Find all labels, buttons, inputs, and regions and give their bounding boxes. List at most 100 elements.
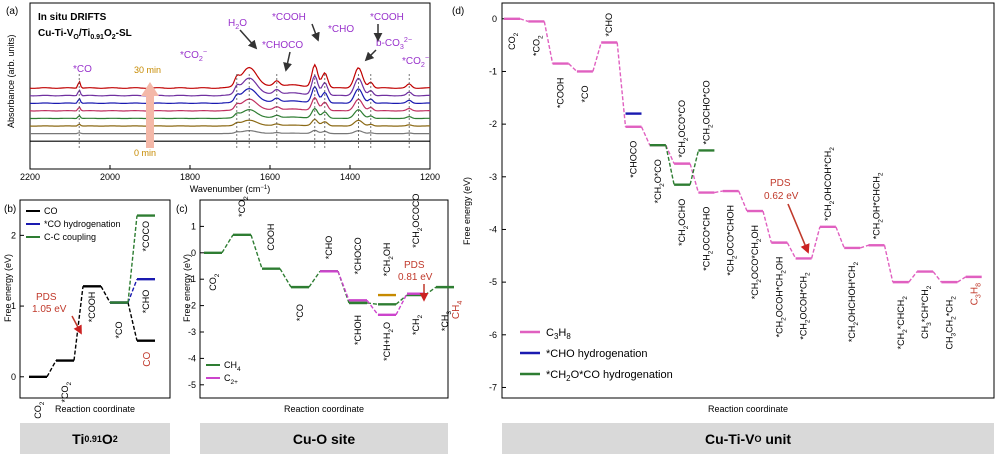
time-arrow-shaft: [146, 94, 154, 148]
b-state-label: *CO: [114, 322, 124, 339]
panel-a-xlabel: Wavenumber (cm−1): [190, 184, 271, 194]
a-xtick-label: 1400: [340, 172, 360, 182]
c-state-label: *CHOCO: [353, 237, 363, 274]
time-label-0: 0 min: [134, 148, 156, 158]
energy-connector: [221, 234, 234, 254]
a-xtick-label: 2200: [20, 172, 40, 182]
energy-connector: [689, 150, 700, 185]
panel-d-xlabel: Reaction coordinate: [708, 404, 788, 414]
energy-connector: [786, 242, 797, 259]
energy-connector: [592, 42, 602, 72]
a-arrow-choco: [283, 51, 292, 72]
d-state-label: *CH2O*CO: [653, 159, 666, 203]
energy-connector: [127, 278, 138, 303]
a-peak-label: *COOH: [272, 12, 306, 23]
d-legend-label: C3H8​: [546, 327, 571, 341]
a-spectrum-line: [29, 74, 431, 97]
energy-connector: [932, 271, 942, 283]
a-xtick-label: 1200: [420, 172, 440, 182]
panel-a-xticks: 2200 2000 1800 1600 1400 1200: [20, 165, 440, 182]
c-state-label: *CH2OCOCO: [411, 194, 424, 248]
c-pds-label: PDS: [404, 260, 425, 271]
figure: (a) In situ DRIFTS Cu-Ti-VO/Ti0.91O2-SL …: [3, 2, 995, 419]
c-ytick-label: 1: [191, 221, 196, 231]
d-state-label: *CH2*CHCH2​: [896, 296, 909, 350]
a-peak-label: *CO2−​: [402, 53, 429, 69]
c-ytick-label: 0: [191, 248, 196, 258]
energy-connector: [835, 226, 845, 249]
a-spectrum-line: [29, 63, 430, 89]
panel-c-ylabel: Free energy (eV): [182, 254, 192, 322]
a-peak-label: *CO: [73, 64, 92, 75]
panel-c-plot: 1 0 -1 -2 -3 -4 -5 CO2​ *CO2​ COOH *CO *CHO *CHOCO *C…: [188, 194, 464, 390]
energy-connector: [395, 294, 408, 305]
c-state-label: *CHO: [324, 236, 334, 260]
energy-connector: [250, 234, 263, 269]
a-peak-label: *CHOCO: [262, 40, 303, 51]
energy-connector: [395, 293, 408, 316]
d-state-label: *CH2OCO*CH2OH: [750, 225, 763, 299]
energy-connector: [714, 190, 723, 194]
c-state-label: *CH+H2O: [382, 322, 395, 361]
d-state-label: *CHOCO: [629, 141, 639, 178]
energy-connector: [308, 270, 321, 288]
d-legend-label: *CHO hydrogenation: [546, 348, 648, 360]
d-state-label: *CH2OHCOH*CH2​: [823, 147, 836, 221]
panel-c-letter: (c): [176, 204, 188, 215]
b-state-label: *CHO: [141, 290, 151, 314]
c-ytick-label: -2: [188, 301, 196, 311]
d-state-label: CO2​: [507, 32, 520, 50]
b-product-co: CO: [142, 351, 153, 366]
panel-b-letter: (b): [4, 204, 16, 215]
d-ytick-label: -2: [489, 119, 497, 129]
energy-connector: [689, 163, 700, 193]
b-legend-label: C-C coupling: [44, 232, 96, 242]
a-peak-label: *COOH: [370, 12, 404, 23]
a-peak-label: b-CO32−​: [376, 35, 412, 51]
b-state-label: *COOH: [87, 292, 97, 323]
energy-connector: [519, 18, 529, 23]
panel-c-frame: [199, 199, 449, 399]
energy-connector: [859, 244, 869, 249]
a-spectrum-line: [30, 107, 430, 120]
c-state-label: COOH: [266, 224, 276, 251]
panel-a-spectra: [29, 63, 431, 142]
d-state-label: *CH2OH*CHCH2​: [872, 172, 885, 239]
energy-connector: [337, 271, 350, 301]
panel-c-xlabel: Reaction coordinate: [284, 404, 364, 414]
b-pds-value: 1.05 eV: [32, 304, 67, 315]
energy-connector: [366, 299, 379, 316]
d-ytick-label: -5: [489, 277, 497, 287]
energy-connector: [883, 245, 894, 283]
c-product-ch4: CH4​: [451, 301, 464, 319]
a-peak-label: *CHO: [328, 24, 354, 35]
d-product-c3h8: C3H8​: [970, 283, 983, 305]
a-spectrum-line: [29, 118, 430, 127]
c-legend-label: C2+​: [224, 373, 238, 386]
energy-connector: [568, 63, 578, 72]
d-state-label: *CH2OCOH*CH2​: [799, 272, 812, 340]
d-ytick-label: -6: [489, 330, 497, 340]
c-ytick-label: -1: [188, 274, 196, 284]
energy-connector: [127, 215, 138, 303]
a-arrow-co3: [364, 49, 377, 62]
b-legend-label: CO: [44, 206, 58, 216]
panel-a-ylabel: Absorbance (arb. units): [6, 34, 16, 128]
panel-d-frame: [501, 2, 995, 399]
a-spectrum-line: [30, 96, 430, 112]
energy-connector: [738, 190, 748, 212]
panel-c-legend: CH4​C2+​: [206, 360, 241, 386]
b-state-label: *COCO: [141, 221, 151, 252]
c-pds-value: 0.81 eV: [398, 272, 433, 283]
energy-connector: [279, 268, 292, 288]
panel-a-title-2: Cu-Ti-VO/Ti0.91O2-SL: [38, 28, 132, 41]
d-state-label: *CO2​: [531, 35, 544, 56]
a-xtick-label: 1800: [180, 172, 200, 182]
d-state-label: *CH2OCO*CHO: [701, 207, 714, 271]
a-xtick-label: 1600: [260, 172, 280, 182]
energy-connector: [640, 126, 651, 146]
energy-connector: [100, 285, 111, 303]
b-ytick-label: 2: [11, 230, 16, 240]
c-state-label: *CO2​: [237, 196, 250, 217]
c-ytick-label: -5: [188, 380, 196, 390]
